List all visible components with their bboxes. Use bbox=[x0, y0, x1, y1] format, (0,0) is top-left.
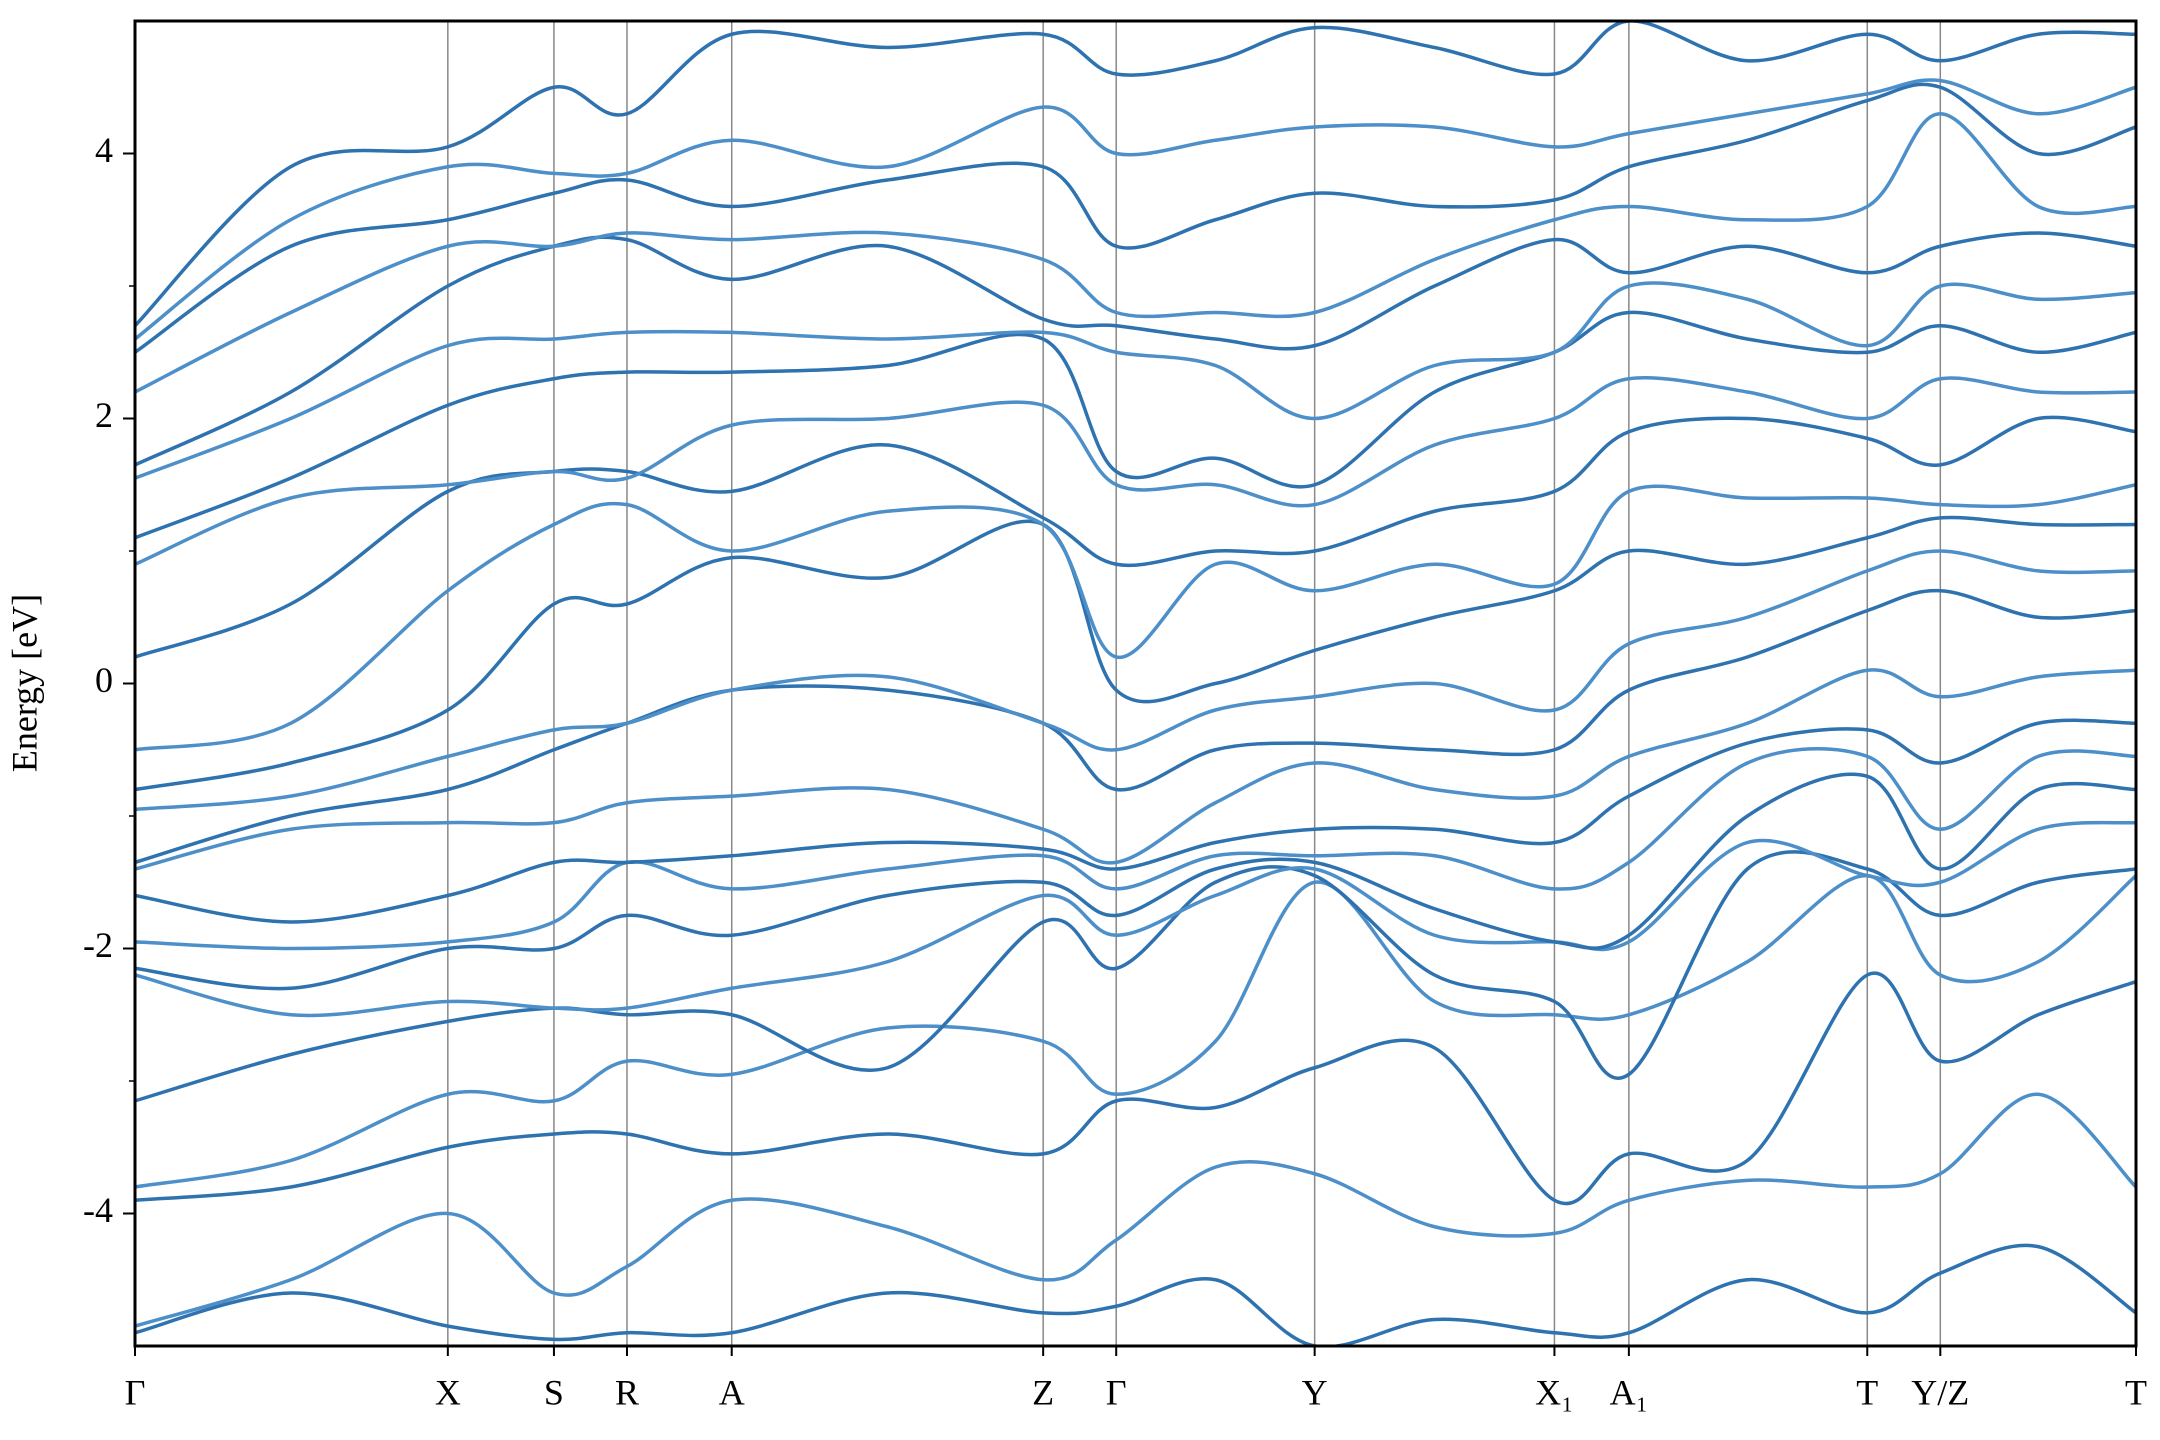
x-tick-label: Z bbox=[1032, 1372, 1054, 1412]
band-line bbox=[135, 668, 2136, 871]
kpoint-lines bbox=[134, 21, 2137, 1346]
x-tick-label: Γ bbox=[1106, 1372, 1127, 1412]
band-line bbox=[135, 971, 2136, 1206]
band-line bbox=[135, 718, 2136, 924]
bands bbox=[135, 21, 2136, 1346]
plot-frame bbox=[133, 19, 2138, 1348]
x-tick-label: S bbox=[544, 1372, 564, 1412]
x-tick-label: Y bbox=[1302, 1372, 1328, 1412]
band-line bbox=[135, 310, 2136, 540]
axes: Γ X S R A Z Γ Y X₁ A₁ T Y/Z T -4 -2 0 2 4 bbox=[83, 130, 2147, 1413]
y-tick-label: 4 bbox=[95, 130, 113, 170]
band-line bbox=[135, 873, 2136, 1189]
band-line bbox=[135, 772, 2136, 991]
x-tick-label: T bbox=[1856, 1372, 1878, 1412]
x-tick-label: X₁ bbox=[1535, 1372, 1574, 1412]
band-line bbox=[135, 231, 2136, 467]
x-tick-label: R bbox=[615, 1372, 639, 1412]
x-tick-label: A₁ bbox=[1610, 1372, 1649, 1412]
band-line bbox=[135, 82, 2136, 354]
x-tick-label: X bbox=[435, 1372, 461, 1412]
y-tick-label: 0 bbox=[95, 660, 113, 700]
band-line bbox=[135, 588, 2136, 865]
band-line bbox=[135, 112, 2136, 394]
x-tick-label: Γ bbox=[125, 1372, 146, 1412]
band-line bbox=[135, 1092, 2136, 1328]
band-line bbox=[135, 515, 2136, 792]
y-tick-label: 2 bbox=[95, 395, 113, 435]
y-axis-label: Energy [eV] bbox=[4, 594, 44, 772]
band-line bbox=[135, 78, 2136, 341]
band-line bbox=[135, 483, 2136, 752]
band-line bbox=[135, 1243, 2136, 1346]
band-line bbox=[135, 376, 2136, 566]
y-tick-label: -2 bbox=[83, 925, 113, 965]
x-tick-label: Y/Z bbox=[1911, 1372, 1969, 1412]
x-tick-label: T bbox=[2125, 1372, 2147, 1412]
y-tick-label: -4 bbox=[83, 1190, 113, 1230]
band-line bbox=[135, 820, 2136, 1018]
band-line bbox=[135, 281, 2136, 480]
band-line bbox=[135, 747, 2136, 951]
x-tick-label: A bbox=[719, 1372, 745, 1412]
band-line bbox=[135, 549, 2136, 812]
band-line bbox=[135, 21, 2136, 327]
